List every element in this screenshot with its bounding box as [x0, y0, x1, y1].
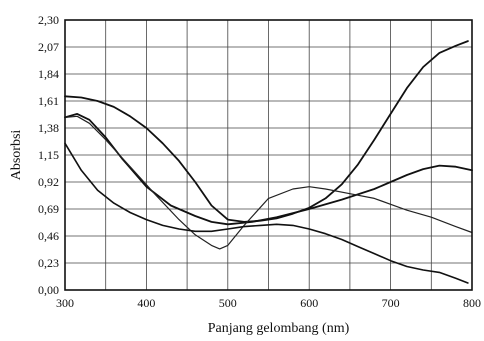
y-tick-label: 0,00 [38, 283, 59, 297]
y-tick-label: 0,92 [38, 175, 59, 189]
x-tick-label: 600 [300, 296, 318, 310]
series-lines [64, 40, 473, 284]
x-tick-label: 300 [56, 296, 74, 310]
y-tick-label: 2,30 [38, 13, 59, 27]
y-tick-label: 1,15 [38, 148, 59, 162]
y-tick-label: 2,07 [38, 40, 59, 54]
y-tick-label: 1,38 [38, 121, 59, 135]
series-line-2 [64, 113, 473, 226]
y-tick-label: 1,61 [38, 94, 59, 108]
series-line-1 [64, 40, 469, 223]
y-axis-title: Absorbsi [9, 130, 24, 181]
y-tick-label: 1,84 [38, 67, 59, 81]
y-tick-label: 0,69 [38, 202, 59, 216]
plot-frame [64, 19, 473, 291]
x-tick-label: 800 [463, 296, 481, 310]
y-tick-labels: 0,00 0,23 0,46 0,69 0,92 1,15 1,38 1,61 1,84 2,07… [38, 13, 59, 297]
grid-lines [64, 19, 473, 291]
x-tick-label: 700 [382, 296, 400, 310]
x-tick-labels: 300 400 500 600 700 800 [56, 296, 481, 310]
x-tick-label: 500 [219, 296, 237, 310]
series-line-4 [64, 142, 469, 284]
x-tick-label: 400 [137, 296, 155, 310]
series-line-3 [64, 115, 473, 250]
x-axis-title: Panjang gelombang (nm) [208, 321, 350, 336]
y-tick-label: 0,23 [38, 256, 59, 270]
y-tick-label: 0,46 [38, 229, 59, 243]
